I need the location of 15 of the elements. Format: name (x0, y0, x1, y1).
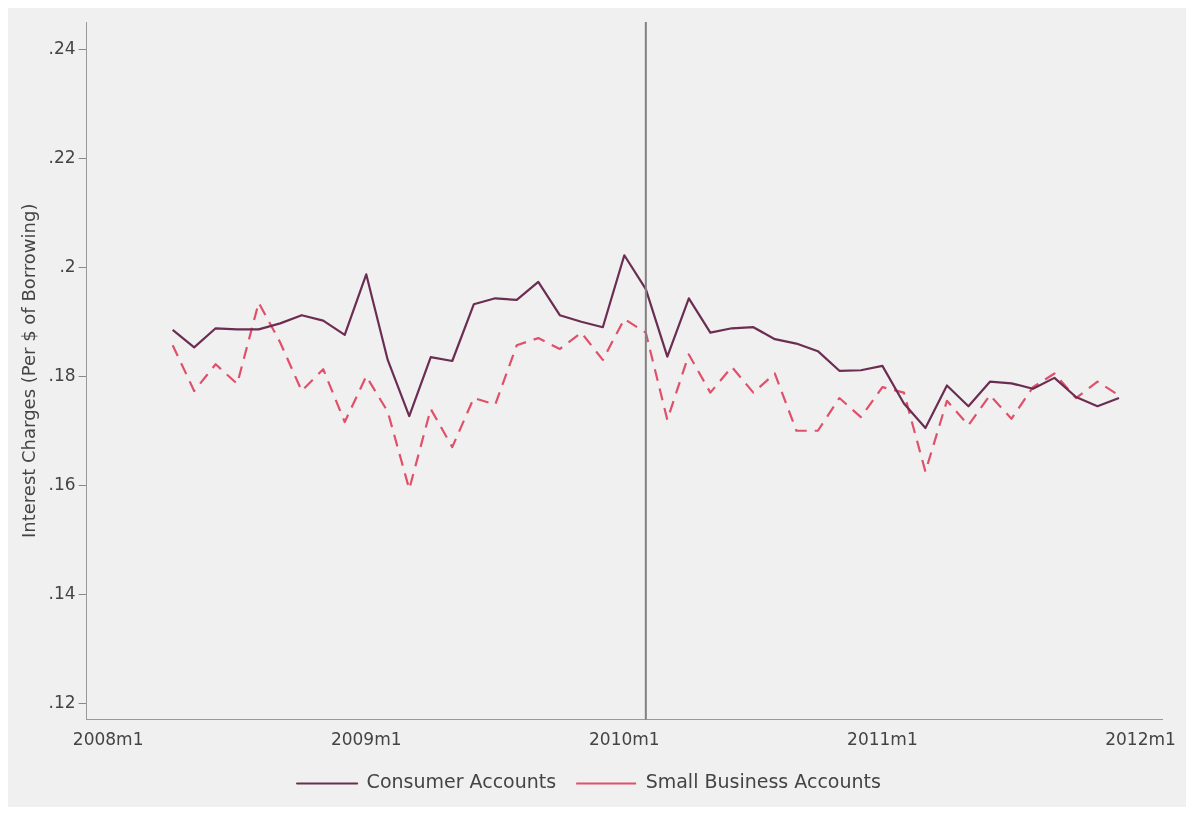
y-tick-label: .24 (48, 37, 76, 58)
y-tick-label: .12 (48, 691, 76, 712)
legend-label: Small Business Accounts (645, 770, 881, 793)
y-tick-label: .22 (48, 146, 76, 167)
y-tick-label: .14 (48, 582, 76, 603)
y-axis-title: Interest Charges (Per $ of Borrowing) (18, 203, 40, 539)
x-tick-label: 2010m1 (589, 729, 660, 750)
y-tick-label: .2 (59, 255, 76, 276)
legend-label: Consumer Accounts (366, 770, 557, 793)
x-tick-label: 2009m1 (330, 729, 402, 750)
y-tick-label: .16 (48, 473, 76, 494)
x-tick-label: 2008m1 (72, 729, 144, 750)
y-tick-label: .18 (48, 364, 76, 385)
x-tick-label: 2012m1 (1105, 729, 1176, 750)
x-tick-label: 2011m1 (847, 729, 918, 750)
